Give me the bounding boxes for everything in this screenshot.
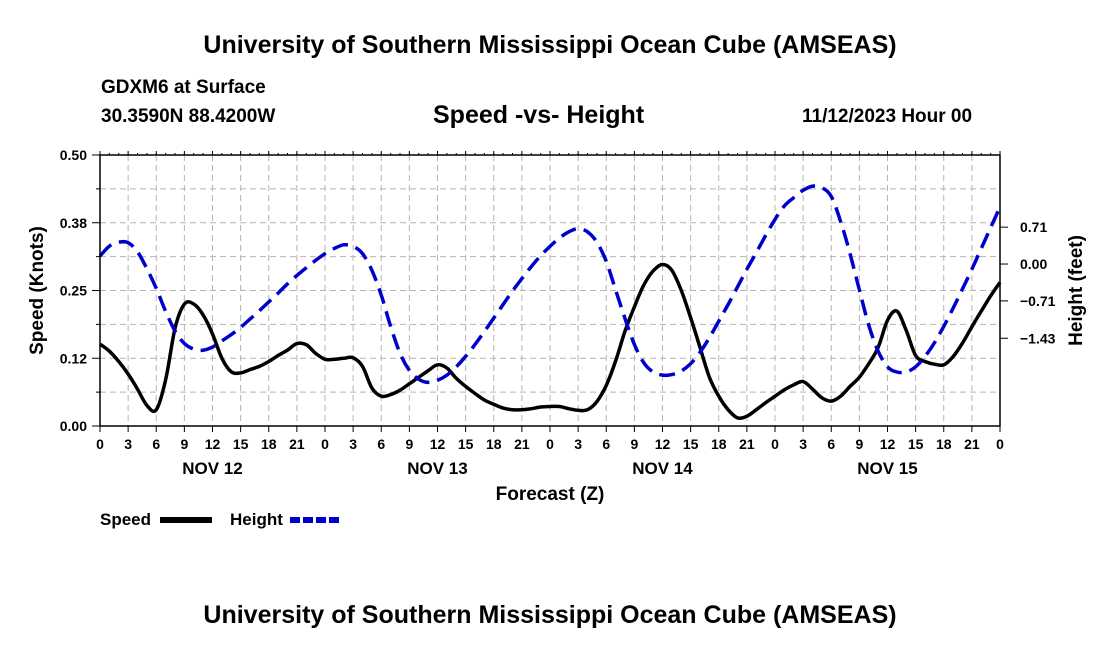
x-tick-label: 6 bbox=[827, 436, 835, 452]
x-tick-label: 0 bbox=[96, 436, 104, 452]
x-tick-label: 15 bbox=[908, 436, 924, 452]
y-tick-label: 0.00 bbox=[60, 418, 87, 434]
x-axis-label: Forecast (Z) bbox=[496, 484, 605, 505]
grid-lines bbox=[100, 155, 1000, 426]
x-tick-label: 21 bbox=[739, 436, 755, 452]
chart-subtitle: Speed -vs- Height bbox=[433, 101, 645, 129]
y-axis-label: Speed (Knots) bbox=[27, 226, 48, 355]
x-tick-label: 9 bbox=[180, 436, 188, 452]
speed-series-line bbox=[99, 262, 1002, 421]
y2-tick-label: 0.71 bbox=[1020, 219, 1047, 235]
x-tick-label: 0 bbox=[996, 436, 1004, 452]
day-label: NOV 15 bbox=[857, 459, 917, 478]
y2-axis-label: Height (feet) bbox=[1066, 235, 1087, 346]
x-tick-label: 6 bbox=[377, 436, 385, 452]
x-tick-label: 12 bbox=[655, 436, 671, 452]
legend-label-height: Height bbox=[230, 510, 283, 529]
y2-tick-label: 0.00 bbox=[1020, 256, 1047, 272]
x-tick-label: 3 bbox=[124, 436, 132, 452]
x-tick-label: 18 bbox=[486, 436, 502, 452]
x-tick-label: 18 bbox=[936, 436, 952, 452]
x-tick-label: 0 bbox=[321, 436, 329, 452]
tick-labels: 0 3 6 9 12 15 18 21 0 3 6 9 12 15 18 21 0 3 6 9 12 15 18 21 0 3 6 9… bbox=[60, 147, 1056, 478]
forecast-date-label: 11/12/2023 Hour 00 bbox=[802, 106, 973, 127]
x-tick-label: 0 bbox=[546, 436, 554, 452]
day-label: NOV 14 bbox=[632, 459, 693, 478]
height-series-line bbox=[98, 184, 1002, 385]
x-tick-label: 15 bbox=[233, 436, 249, 452]
x-tick-label: 0 bbox=[771, 436, 779, 452]
y-tick-label: 0.50 bbox=[60, 147, 87, 163]
x-tick-label: 3 bbox=[799, 436, 807, 452]
plot-frame bbox=[99, 154, 1001, 427]
y2-tick-label: −1.43 bbox=[1020, 330, 1056, 346]
x-tick-label: 9 bbox=[855, 436, 863, 452]
x-tick-label: 9 bbox=[630, 436, 638, 452]
x-tick-label: 3 bbox=[349, 436, 357, 452]
x-tick-label: 6 bbox=[152, 436, 160, 452]
y-tick-label: 0.12 bbox=[60, 350, 87, 366]
footer-title: University of Southern Mississippi Ocean… bbox=[203, 601, 897, 629]
y-tick-label: 0.38 bbox=[60, 215, 87, 231]
x-tick-label: 3 bbox=[574, 436, 582, 452]
day-label: NOV 13 bbox=[407, 459, 467, 478]
x-tick-label: 18 bbox=[711, 436, 727, 452]
y2-tick-label: −0.71 bbox=[1020, 293, 1056, 309]
x-tick-label: 15 bbox=[458, 436, 474, 452]
x-tick-label: 9 bbox=[405, 436, 413, 452]
x-tick-label: 12 bbox=[205, 436, 221, 452]
legend: Speed Height bbox=[100, 510, 342, 529]
y-tick-label: 0.25 bbox=[60, 283, 87, 299]
legend-label-speed: Speed bbox=[100, 510, 151, 529]
x-tick-label: 21 bbox=[289, 436, 305, 452]
x-tick-label: 15 bbox=[683, 436, 699, 452]
series-lines bbox=[98, 184, 1002, 421]
x-tick-label: 6 bbox=[602, 436, 610, 452]
x-tick-label: 21 bbox=[964, 436, 980, 452]
coordinates-label: 30.3590N 88.4200W bbox=[101, 106, 276, 127]
day-label: NOV 12 bbox=[182, 459, 242, 478]
station-label: GDXM6 at Surface bbox=[101, 77, 266, 98]
chart-title: University of Southern Mississippi Ocean… bbox=[203, 31, 897, 59]
x-tick-label: 12 bbox=[430, 436, 446, 452]
x-tick-label: 21 bbox=[514, 436, 530, 452]
x-tick-label: 18 bbox=[261, 436, 277, 452]
x-tick-label: 12 bbox=[880, 436, 896, 452]
